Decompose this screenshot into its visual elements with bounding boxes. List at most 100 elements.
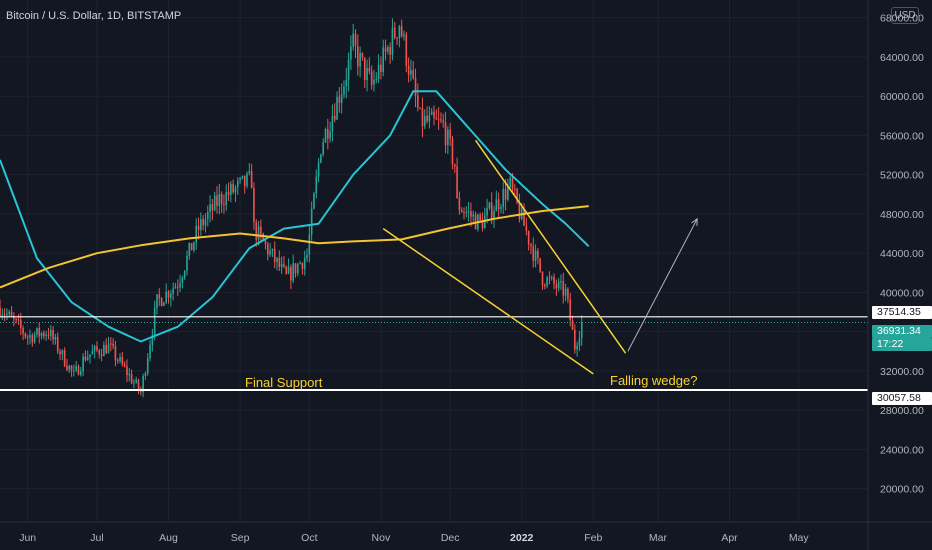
candle-body — [8, 311, 11, 314]
currency-button[interactable]: USD — [891, 7, 919, 24]
candle-body — [110, 343, 112, 345]
candle-body — [500, 206, 502, 210]
candle-body — [467, 211, 470, 213]
candle-body — [146, 358, 149, 374]
horizontal-levels — [0, 316, 868, 391]
candle-body — [86, 357, 89, 361]
candle-body — [527, 231, 530, 245]
support-price-label: 30057.58 — [872, 392, 932, 405]
y-tick-label: 56000.00 — [880, 130, 924, 142]
candle-body — [382, 47, 385, 72]
ma-short-line — [0, 90, 590, 343]
candle-body — [426, 116, 428, 122]
candle-body — [444, 122, 447, 146]
candle-body — [437, 119, 440, 121]
candle-body — [43, 333, 45, 337]
candle-body — [59, 351, 61, 355]
candle-body — [283, 263, 285, 267]
candle-body — [483, 215, 486, 229]
y-tick-label: 20000.00 — [880, 484, 924, 496]
candle-body — [176, 286, 179, 288]
candle-body — [537, 250, 539, 259]
candle-body — [481, 220, 484, 229]
candle-body — [200, 219, 202, 230]
candle-body — [567, 288, 569, 300]
candle-body — [70, 365, 73, 371]
candle-body — [248, 170, 251, 174]
candle-body — [504, 189, 507, 200]
candle-body — [292, 263, 294, 281]
candle-body — [206, 212, 209, 219]
candle-body — [167, 291, 170, 298]
candle-body — [75, 366, 77, 371]
candle-body — [91, 351, 94, 355]
candle-body — [264, 240, 267, 244]
wedge-lower-line — [382, 228, 594, 375]
candle-body — [310, 208, 313, 235]
candle-body — [391, 27, 394, 55]
candle-body — [315, 176, 318, 194]
candle-body — [354, 33, 357, 46]
candle-body — [236, 180, 239, 188]
candle-body — [225, 191, 228, 206]
candle-body — [213, 195, 216, 211]
candle-body — [45, 334, 47, 337]
candle-body — [571, 320, 574, 330]
candle-body — [216, 195, 218, 206]
candle-body — [220, 193, 223, 205]
candle-body — [486, 208, 488, 216]
candle-body — [497, 199, 500, 210]
candle-body — [107, 343, 110, 354]
ma-long-line — [0, 205, 589, 289]
candle-body — [338, 96, 341, 103]
candle-body — [352, 33, 355, 47]
candle-body — [407, 65, 410, 75]
candle-body — [460, 210, 463, 212]
candle-body — [262, 233, 264, 241]
candle-body — [516, 188, 518, 203]
candle-body — [133, 382, 135, 384]
candle-body — [165, 291, 168, 303]
candle-body — [68, 365, 71, 370]
candle-body — [449, 129, 451, 139]
candle-body — [3, 314, 6, 316]
candle-body — [433, 111, 435, 118]
candle-body — [435, 117, 438, 120]
candle-body — [105, 345, 107, 354]
x-tick-label: Sep — [231, 532, 250, 544]
candle-body — [144, 373, 147, 377]
candle-body — [490, 202, 493, 220]
candle-body — [276, 257, 278, 262]
candle-body — [188, 242, 191, 256]
candle-body — [163, 302, 165, 306]
candle-body — [19, 319, 22, 328]
candle-body — [89, 354, 91, 358]
candle-body — [523, 208, 525, 226]
candle-body — [128, 373, 131, 376]
candle-body — [137, 379, 140, 390]
candle-body — [84, 356, 87, 361]
candle-body — [243, 175, 246, 187]
candle-body — [73, 370, 75, 372]
candle-body — [361, 52, 364, 58]
candle-body — [301, 262, 304, 269]
candle-body — [368, 67, 371, 72]
x-tick-label: Jun — [19, 532, 36, 544]
candle-body — [195, 226, 198, 243]
candle-body — [230, 183, 232, 195]
candle-body — [576, 345, 578, 350]
candle-body — [331, 115, 334, 132]
countdown-label: 17:22 — [872, 338, 932, 351]
candle-body — [31, 335, 34, 343]
candle-body — [181, 277, 184, 283]
candle-body — [553, 277, 555, 285]
candle-body — [366, 67, 368, 81]
candle-body — [38, 327, 41, 337]
candle-body — [56, 336, 59, 352]
candle-body — [121, 357, 124, 365]
y-tick-label: 48000.00 — [880, 209, 924, 221]
candle-body — [296, 264, 299, 274]
candle-body — [299, 262, 301, 265]
candle-body — [502, 189, 505, 207]
